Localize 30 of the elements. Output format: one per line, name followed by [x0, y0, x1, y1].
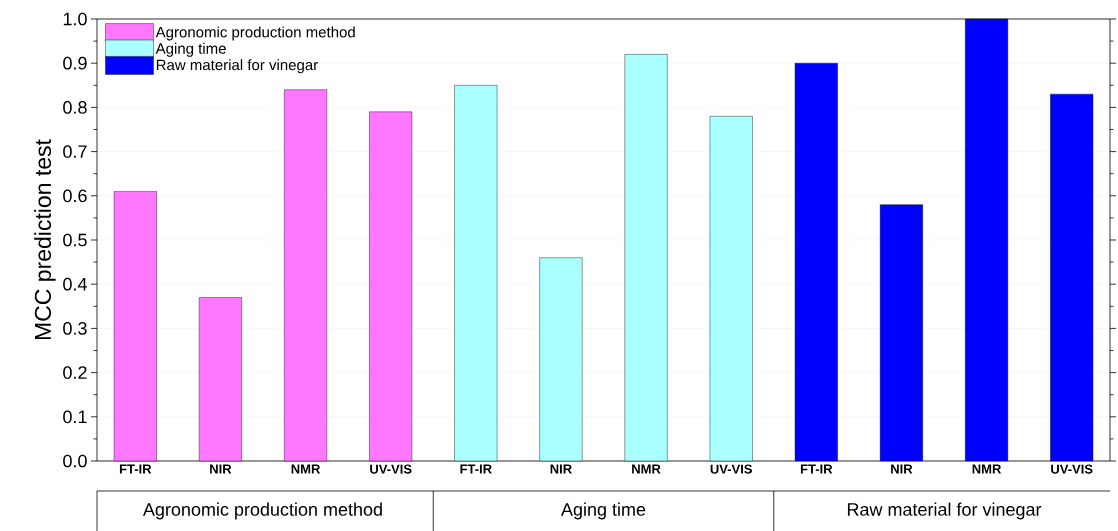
x-tick-label: UV-VIS: [370, 464, 412, 474]
y-tick-label: 0.6: [63, 189, 87, 202]
y-tick-label: 0.4: [63, 277, 87, 291]
text: Agronomic production method: [142, 502, 382, 520]
x-tick-label: NMR: [972, 464, 1002, 474]
legend-label: Agronomic production method: [155, 26, 355, 41]
y-tick-label: 0.3: [63, 321, 87, 335]
y-tick-label: 1.0: [63, 12, 87, 26]
x-tick-label: NIR: [891, 464, 913, 474]
y-tick-label: 0.8: [63, 100, 87, 114]
x-tick-label: FT-IR: [119, 464, 152, 474]
y-axis-title: MCC prediction test: [34, 139, 56, 339]
x-tick-label: UV-VIS: [710, 464, 752, 474]
x-tick-label: NIR: [210, 464, 232, 474]
text: Aging time: [561, 502, 646, 520]
legend-label: Aging time: [155, 42, 226, 57]
x-tick-label: UV-VIS: [1051, 464, 1093, 474]
y-tick-label: 0.7: [63, 145, 87, 158]
x-tick-label: NIR: [550, 464, 572, 474]
x-tick-label: NMR: [632, 464, 661, 474]
y-tick-label: 0.5: [63, 233, 87, 247]
y-tick-label: 0.2: [63, 366, 87, 379]
x-tick-label: FT-IR: [800, 464, 833, 474]
legend-label: Raw material for vinegar: [156, 59, 318, 73]
x-tick-label: NMR: [291, 464, 321, 474]
text: Raw material for vinegar: [847, 502, 1042, 520]
x-tick-label: FT-IR: [460, 464, 492, 474]
y-tick-label: 0.9: [63, 56, 87, 70]
y-tick-label: 0.0: [63, 454, 87, 468]
y-tick-label: 0.1: [63, 410, 87, 423]
